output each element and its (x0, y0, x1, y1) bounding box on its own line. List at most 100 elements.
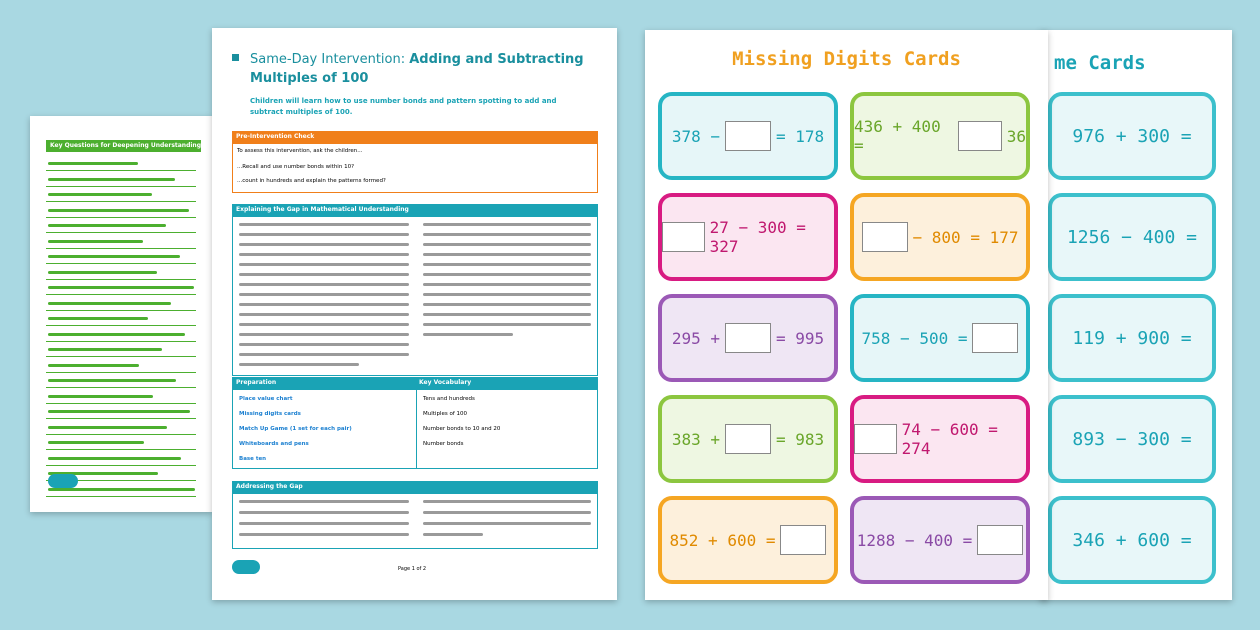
list-item: Missing digits cards (239, 411, 301, 417)
text-line (48, 456, 181, 460)
card-text: 852 + 600 = (669, 530, 776, 550)
rule (46, 418, 196, 419)
text-line (423, 273, 591, 276)
intro: Children will learn how to use number bo… (250, 97, 557, 116)
text-line (423, 511, 591, 514)
rule (46, 495, 196, 497)
card: 119 + 900 = (1048, 294, 1216, 382)
text-line (48, 425, 167, 429)
bullet (232, 54, 239, 61)
logo (48, 474, 78, 488)
card: 346 + 600 = (1048, 496, 1216, 584)
answer-box (972, 323, 1019, 353)
card: 976 + 300 = (1048, 92, 1216, 180)
text-line (48, 208, 189, 212)
card: − 800 = 177 (850, 193, 1030, 281)
rule (46, 371, 196, 373)
answer-box (725, 424, 771, 454)
text-line (423, 323, 591, 326)
pre-check-box: To assess this intervention, ask the chi… (232, 143, 598, 193)
rule (46, 464, 196, 466)
card: 1256 − 400 = (1048, 193, 1216, 281)
card: 758 − 500 = (850, 294, 1030, 382)
card-text: 383 + (671, 429, 720, 449)
rule (46, 247, 196, 249)
text-line (423, 253, 591, 256)
text-line (48, 379, 176, 382)
rule (46, 201, 196, 202)
text-line (239, 293, 409, 296)
rule (46, 340, 196, 342)
addressing-box (232, 493, 598, 549)
card-text: 436 + 400 = (854, 117, 941, 155)
pre-check-item: ...count in hundreds and explain the pat… (237, 178, 386, 184)
logo (232, 560, 260, 574)
text-line (48, 348, 162, 351)
card-text: − 800 = 177 (912, 227, 1019, 247)
explaining-box (232, 216, 598, 376)
text-line (48, 487, 195, 491)
sheet-title: Missing Digits Cards (732, 48, 961, 70)
section-header: Explaining the Gap in Mathematical Under… (232, 204, 598, 216)
text-line (239, 243, 409, 246)
rule (46, 387, 196, 388)
text-line (423, 223, 591, 226)
list-item: Number bonds (423, 441, 464, 447)
title-light: Same-Day Intervention: (250, 52, 406, 67)
card: 1288 − 400 = (850, 496, 1030, 584)
section-header: Preparation (232, 377, 415, 389)
text-line (239, 223, 409, 226)
text-line (48, 394, 153, 398)
sheet-title: Same-Day Intervention: Adding and Subtra… (250, 50, 590, 88)
text-line (423, 500, 591, 503)
list-item: Place value chart (239, 396, 293, 402)
card: 893 − 300 = (1048, 395, 1216, 483)
section-header: Key Questions for Deepening Understandin… (46, 140, 201, 152)
text-line (48, 270, 157, 274)
answer-box (662, 222, 705, 252)
answer-box (780, 525, 827, 555)
text-line (423, 263, 591, 266)
card: 74 − 600 = 274 (850, 395, 1030, 483)
text-line (239, 323, 409, 326)
text-line (239, 273, 409, 276)
card-text: 1288 − 400 = (856, 530, 973, 550)
text-line (48, 472, 158, 475)
card: 27 − 300 = 327 (658, 193, 838, 281)
text-line (239, 511, 409, 514)
footer: Page 1 of 2 (398, 566, 427, 572)
sheet-title: me Cards (1054, 52, 1146, 74)
missing-digits-sheet: Missing Digits Cards 378 − = 178 436 + 400… (645, 30, 1048, 600)
game-cards-sheet: me Cards 976 + 300 = 1256 − 400 = 119 + 90… (1040, 30, 1232, 600)
text-line (48, 193, 152, 196)
rule (46, 325, 196, 326)
rule (46, 402, 196, 404)
text-line (239, 533, 409, 536)
text-line (239, 353, 409, 356)
pre-check-item: ...Recall and use number bonds within 10… (237, 164, 354, 170)
card-text: 27 − 300 = 327 (709, 218, 806, 256)
card-text: 758 − 500 = (861, 328, 968, 348)
key-questions-sheet: Key Questions for Deepening Understandin… (30, 116, 212, 512)
card-text: 74 − 600 = 274 (901, 420, 998, 458)
list-item: Match Up Game (1 set for each pair) (239, 426, 352, 432)
text-line (48, 410, 190, 413)
list-item: Base ten (239, 456, 267, 462)
text-line (239, 253, 409, 256)
rule (46, 356, 196, 357)
card: 295 + = 995 (658, 294, 838, 382)
rule (46, 263, 196, 264)
text-line (239, 233, 409, 236)
text-line (423, 293, 591, 296)
rule (46, 216, 196, 218)
text-line (239, 363, 359, 366)
card-text: 36 (1006, 126, 1026, 146)
list-item: Number bonds to 10 and 20 (423, 426, 501, 432)
text-line (239, 303, 409, 306)
rule (46, 170, 196, 171)
title-bold: Adding and Subtracting Multiples of 100 (250, 52, 584, 86)
text-line (423, 233, 591, 236)
text-line (48, 317, 148, 320)
text-line (48, 301, 171, 305)
